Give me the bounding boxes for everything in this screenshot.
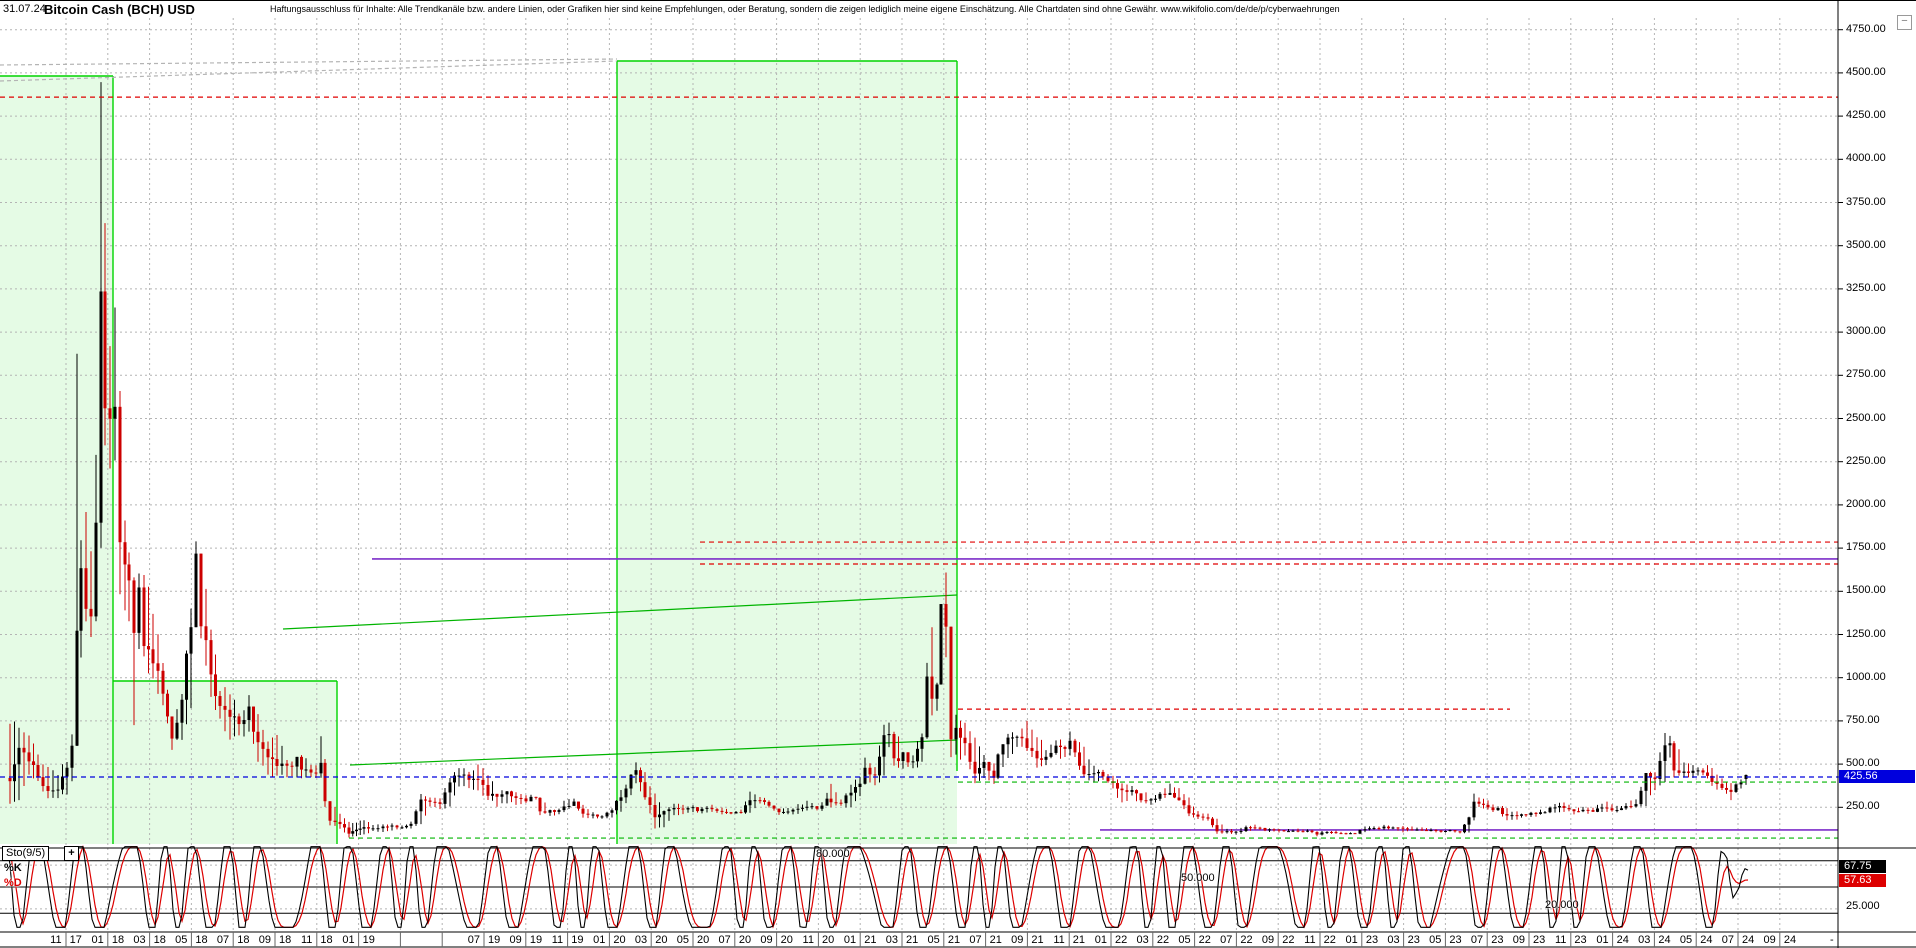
time-axis-label: 07 22 xyxy=(1220,934,1253,946)
page-title: Bitcoin Cash (BCH) USD xyxy=(44,2,195,17)
time-axis-label: 03 22 xyxy=(1136,934,1170,946)
time-axis-label: 11 17 xyxy=(50,934,82,946)
time-axis-label: 05 24 xyxy=(1679,934,1713,946)
chart-date: 31.07.24 xyxy=(3,3,46,15)
price-axis-label: 3500.00 xyxy=(1846,238,1886,251)
stochastic-axis-label: 25.000 xyxy=(1846,900,1880,912)
time-axis-label: 11 22 xyxy=(1304,934,1336,946)
time-axis-label: 09 18 xyxy=(258,934,292,946)
time-axis-label: 09 19 xyxy=(509,934,543,946)
price-axis-label: 4000.00 xyxy=(1846,152,1886,165)
price-axis-label: 2000.00 xyxy=(1846,497,1886,510)
price-axis-label: 500.00 xyxy=(1846,757,1880,770)
time-axis-label: 11 20 xyxy=(802,934,835,946)
price-axis-label: 4750.00 xyxy=(1846,22,1886,35)
time-axis-label: 03 18 xyxy=(133,934,166,946)
minimize-icon[interactable]: − xyxy=(1897,15,1912,30)
time-axis-label: 09 23 xyxy=(1512,934,1546,946)
time-axis-label: 05 22 xyxy=(1178,934,1211,946)
time-axis-label: 07 21 xyxy=(969,934,1002,946)
time-axis-label: 05 21 xyxy=(927,934,961,946)
k-series-label: %K xyxy=(4,862,22,874)
price-axis-label: 3000.00 xyxy=(1846,325,1886,338)
time-axis-label: 11 21 xyxy=(1053,934,1086,946)
time-axis-label: 03 21 xyxy=(885,934,919,946)
plus-icon[interactable]: + xyxy=(64,846,79,861)
level-20-label: 20.000 xyxy=(1545,899,1579,911)
d-series-label: %D xyxy=(4,877,22,889)
price-axis-label: 2750.00 xyxy=(1846,368,1886,381)
time-axis-label: 09 24 xyxy=(1763,934,1797,946)
price-axis-label: 4500.00 xyxy=(1846,65,1886,78)
time-axis-label: 01 22 xyxy=(1094,934,1128,946)
time-axis-label: 03 24 xyxy=(1638,934,1671,946)
time-axis-label: 01 19 xyxy=(342,934,375,946)
price-axis-label: 1750.00 xyxy=(1846,541,1886,554)
time-axis-end-dash: - xyxy=(1830,934,1834,946)
time-axis-label: 05 18 xyxy=(175,934,208,946)
time-axis-label: 03 20 xyxy=(634,934,668,946)
time-axis-label: 07 19 xyxy=(467,934,501,946)
time-axis-label: 05 20 xyxy=(676,934,710,946)
price-axis-label: 4250.00 xyxy=(1846,109,1886,122)
time-axis-label: 03 23 xyxy=(1387,934,1420,946)
price-axis-label: 3750.00 xyxy=(1846,195,1886,208)
time-axis-label: 07 24 xyxy=(1721,934,1755,946)
time-axis-label: 01 18 xyxy=(91,934,125,946)
time-axis-label: 05 23 xyxy=(1429,934,1462,946)
stochastic-d-tag: 57.63 xyxy=(1839,874,1886,887)
indicator-label[interactable]: Sto(9/5) xyxy=(2,846,50,861)
price-axis-label: 1000.00 xyxy=(1846,670,1886,683)
time-axis-label: 07 18 xyxy=(216,934,250,946)
time-axis-label: 01 21 xyxy=(843,934,877,946)
time-axis-label: 09 21 xyxy=(1011,934,1044,946)
time-axis-label: 11 18 xyxy=(300,934,333,946)
time-axis-label: 11 19 xyxy=(551,934,584,946)
level-50-label: 50.000 xyxy=(1181,872,1215,884)
time-axis-label: 07 20 xyxy=(718,934,752,946)
price-axis-label: 3250.00 xyxy=(1846,281,1886,294)
time-axis-label: 01 23 xyxy=(1345,934,1379,946)
price-axis-label: 1500.00 xyxy=(1846,584,1886,597)
price-axis-label: 250.00 xyxy=(1846,800,1880,813)
time-axis-label: 01 24 xyxy=(1596,934,1629,946)
disclaimer-text: Haftungsausschluss für Inhalte: Alle Tre… xyxy=(270,4,1340,14)
level-80-label: 80.000 xyxy=(816,848,850,860)
last-price-tag: 425.56 xyxy=(1839,770,1915,783)
price-axis-label: 750.00 xyxy=(1846,713,1880,726)
time-axis-label: 07 23 xyxy=(1470,934,1504,946)
time-axis-label: 11 23 xyxy=(1554,934,1587,946)
price-axis-label: 2250.00 xyxy=(1846,454,1886,467)
time-axis-label: 09 22 xyxy=(1261,934,1295,946)
time-axis-label: 09 20 xyxy=(760,934,793,946)
time-axis-label: 01 20 xyxy=(593,934,626,946)
stochastic-k-tag: 67.75 xyxy=(1839,860,1886,873)
price-axis-label: 2500.00 xyxy=(1846,411,1886,424)
price-axis-label: 1250.00 xyxy=(1846,627,1886,640)
